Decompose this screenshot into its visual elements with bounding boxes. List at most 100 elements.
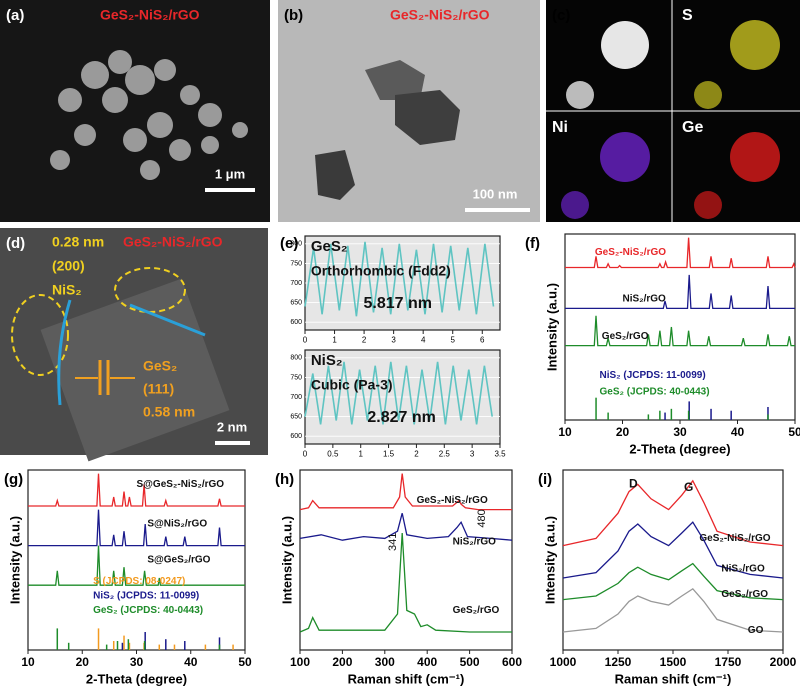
spectrum-line: [299, 473, 512, 511]
series-label: S@NiS₂/rGO: [147, 519, 207, 530]
x-tick-label: 30: [673, 425, 687, 439]
series-label: NiS₂ (JCPDS: 11-0099): [93, 591, 199, 602]
annotation: (111): [143, 381, 174, 397]
panel-label: (g): [4, 471, 23, 488]
series-label: GeS₂ (JCPDS: 40-0443): [93, 605, 203, 616]
panel-label: (c): [552, 7, 570, 24]
x-tick-label: 3: [470, 449, 475, 458]
y-axis-label: Intensity (a.u.): [7, 516, 22, 604]
annotation: 341: [387, 533, 399, 551]
map-label: Ni: [552, 119, 568, 136]
y-tick-label: 750: [290, 374, 302, 381]
spectrum-line: [28, 545, 245, 586]
x-tick-label: 1250: [605, 655, 632, 669]
series-label: S@GeS₂-NiS₂/rGO: [137, 479, 225, 490]
x-tick-label: 20: [76, 655, 90, 669]
series-label: GeS₂ (JCPDS: 40-0443): [600, 387, 710, 398]
x-tick-label: 50: [238, 655, 252, 669]
x-tick-label: 200: [332, 655, 352, 669]
annotation: GeS₂: [143, 358, 177, 374]
x-tick-label: 600: [502, 655, 522, 669]
panel-label: (e): [280, 235, 298, 252]
x-tick-label: 300: [375, 655, 395, 669]
x-tick-label: 1: [358, 449, 363, 458]
annotation: Cubic (Pa-3): [311, 376, 393, 392]
scale-label: 1 μm: [215, 166, 245, 181]
spectrum-line: [562, 521, 784, 579]
series-label: NiS₂/rGO: [453, 537, 497, 548]
series-label: NiS₂/rGO: [721, 564, 765, 575]
series-label: S@GeS₂/rGO: [147, 555, 210, 566]
y-tick-label: 700: [290, 394, 302, 401]
series-label: GeS₂/rGO: [721, 589, 768, 600]
plot-frame: [562, 469, 784, 651]
annotation: 2.827 nm: [367, 409, 435, 426]
x-axis-label: 2-Theta (degree): [629, 441, 730, 456]
x-axis-label: 2-Theta (degree): [86, 671, 187, 686]
x-tick-label: 1000: [550, 655, 577, 669]
spectrum-line: [565, 274, 795, 310]
annotation: D: [629, 477, 638, 491]
series-label: NiS₂ (JCPDS: 11-0099): [600, 370, 706, 381]
annotation: Orthorhombic (Fdd2): [311, 262, 451, 278]
series-label: GO: [748, 625, 764, 636]
x-tick-label: 40: [184, 655, 198, 669]
panel-label: (a): [6, 7, 24, 24]
x-tick-label: 3.5: [494, 449, 506, 458]
annotation: 480: [476, 509, 488, 527]
y-tick-label: 800: [290, 241, 302, 248]
x-tick-label: 1500: [660, 655, 687, 669]
y-tick-label: 700: [290, 280, 302, 287]
y-axis-label: Intensity (a.u.): [279, 516, 294, 604]
eds-panel: [546, 0, 800, 222]
x-tick-label: 2.5: [439, 449, 451, 458]
annotation: G: [684, 480, 693, 494]
x-tick-label: 0: [303, 335, 308, 344]
x-tick-label: 30: [130, 655, 144, 669]
x-tick-label: 5: [451, 335, 456, 344]
x-tick-label: 40: [731, 425, 745, 439]
spectrum-line: [299, 513, 513, 541]
x-tick-label: 1: [332, 335, 337, 344]
annotation: (200): [52, 258, 85, 274]
annotation: GeS₂: [311, 238, 348, 255]
x-tick-label: 2000: [770, 655, 797, 669]
panel-label: (h): [275, 471, 294, 488]
map-label: Ge: [682, 119, 703, 136]
spectrum-line: [304, 241, 495, 317]
y-tick-label: 800: [290, 355, 302, 362]
panel-label: (d): [6, 235, 25, 252]
x-tick-label: 3: [391, 335, 396, 344]
x-tick-label: 20: [616, 425, 630, 439]
tem-panel: [278, 0, 540, 222]
x-tick-label: 2: [414, 449, 419, 458]
y-tick-label: 600: [290, 433, 302, 440]
annotation: 5.817 nm: [364, 295, 432, 312]
series-label: GeS₂/rGO: [453, 605, 500, 616]
x-tick-label: 10: [21, 655, 35, 669]
annotation: 0.28 nm: [52, 234, 104, 250]
series-label: GeS₂-NiS₂/rGO: [595, 247, 666, 258]
y-axis-label: Intensity (a.u.): [542, 516, 557, 604]
spectrum-line: [28, 473, 245, 507]
spectrum-line: [562, 587, 784, 633]
spectrum-line: [304, 361, 493, 425]
x-tick-label: 400: [417, 655, 437, 669]
series-label: GeS₂-NiS₂/rGO: [417, 495, 488, 506]
plot-frame: [299, 469, 513, 651]
x-tick-label: 500: [460, 655, 480, 669]
x-tick-label: 0: [303, 449, 308, 458]
series-label: GeS₂-NiS₂/rGO: [699, 533, 770, 544]
x-tick-label: 10: [558, 425, 572, 439]
y-tick-label: 650: [290, 413, 302, 420]
annotation: 0.58 nm: [143, 404, 195, 420]
panel-label: (i): [538, 471, 552, 488]
panel-title: GeS₂-NiS₂/rGO: [123, 234, 223, 250]
y-tick-label: 750: [290, 260, 302, 267]
scale-label: 2 nm: [217, 419, 247, 434]
series-label: S (JCPDS: 08-0247): [93, 576, 185, 587]
plot-frame: [27, 469, 246, 651]
x-tick-label: 100: [290, 655, 310, 669]
series-label: NiS₂/rGO: [623, 294, 667, 305]
